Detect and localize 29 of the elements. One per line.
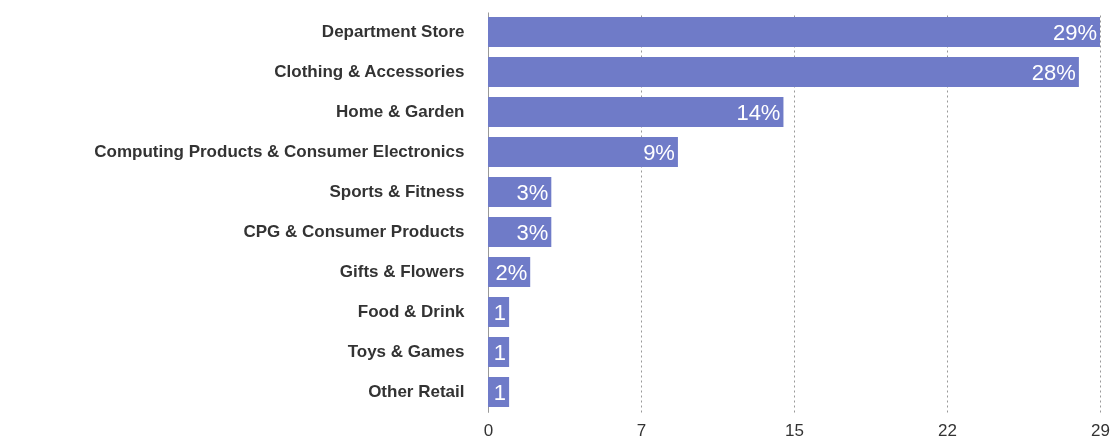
x-tick-label: 15: [785, 420, 804, 440]
y-tick-label: Clothing & Accessories: [274, 62, 465, 81]
bar: [488, 137, 678, 167]
y-tick-label: Sports & Fitness: [329, 182, 465, 201]
x-tick-label: 7: [636, 420, 647, 440]
bar: [488, 57, 1079, 87]
y-tick-label: Food & Drink: [357, 302, 466, 321]
data-label: 9%: [643, 140, 675, 165]
y-tick-label: CPG & Consumer Products: [243, 222, 465, 241]
data-label: 29%: [1052, 20, 1097, 45]
data-label: 3%: [516, 220, 549, 245]
data-label: 28%: [1031, 60, 1076, 85]
bar: [488, 97, 784, 127]
y-tick-label: Department Store: [321, 22, 465, 41]
data-label: 1: [493, 340, 507, 365]
bar: [488, 17, 1100, 47]
x-tick-label: 0: [483, 420, 494, 440]
y-tick-label: Toys & Games: [347, 342, 465, 361]
x-tick-label: 22: [938, 420, 957, 440]
data-label: 3%: [516, 180, 549, 205]
y-tick-label: Gifts & Flowers: [339, 262, 465, 281]
x-tick-label: 29: [1091, 420, 1110, 440]
data-label: 2%: [495, 260, 528, 285]
data-label: 1: [493, 300, 507, 325]
data-label: 1: [493, 380, 507, 405]
y-tick-label: Computing Products & Consumer Electronics: [94, 142, 465, 161]
data-label: 14%: [736, 100, 781, 125]
y-tick-label: Home & Garden: [336, 102, 465, 121]
y-tick-label: Other Retail: [368, 382, 465, 401]
